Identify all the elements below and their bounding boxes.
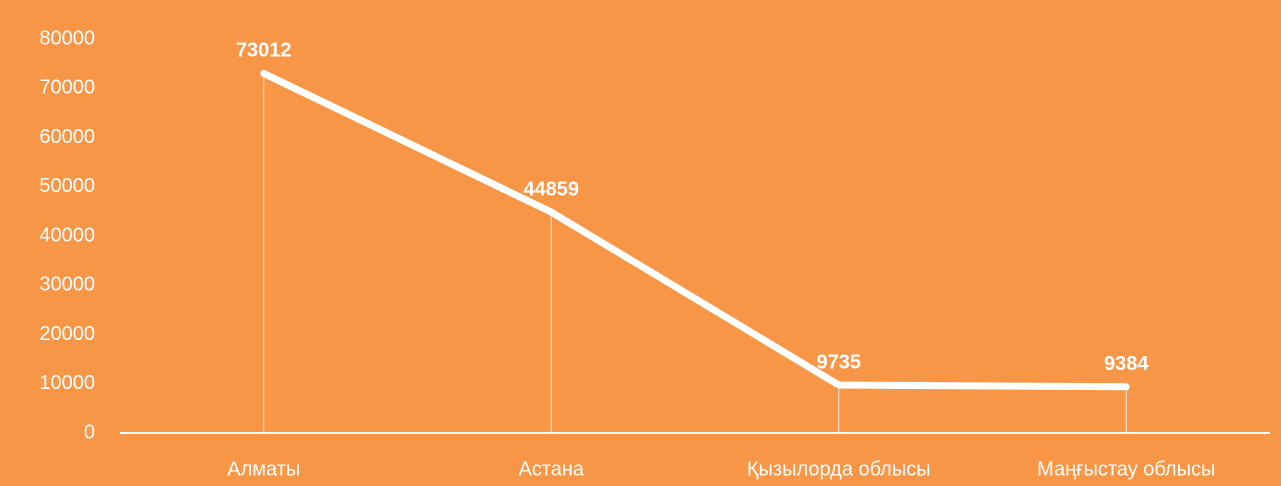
y-tick-label: 40000 xyxy=(39,224,95,246)
y-tick-label: 0 xyxy=(84,421,95,443)
data-line xyxy=(260,69,1130,391)
data-label: 9384 xyxy=(1104,353,1149,375)
y-tick-label: 20000 xyxy=(39,323,95,345)
y-tick-label: 70000 xyxy=(39,77,95,99)
y-tick-label: 30000 xyxy=(39,274,95,296)
data-label: 44859 xyxy=(523,178,579,200)
x-tick-label: Алматы xyxy=(227,458,300,480)
y-tick-label: 80000 xyxy=(39,27,95,49)
x-tick-label: Қызылорда облысы xyxy=(747,458,931,480)
x-tick-label: Маңғыстау облысы xyxy=(1037,458,1215,480)
data-label: 9735 xyxy=(817,351,862,373)
y-tick-label: 50000 xyxy=(39,175,95,197)
y-tick-label: 60000 xyxy=(39,126,95,148)
data-label: 73012 xyxy=(236,40,292,62)
x-tick-label: Астана xyxy=(518,458,584,480)
y-tick-label: 10000 xyxy=(39,372,95,394)
